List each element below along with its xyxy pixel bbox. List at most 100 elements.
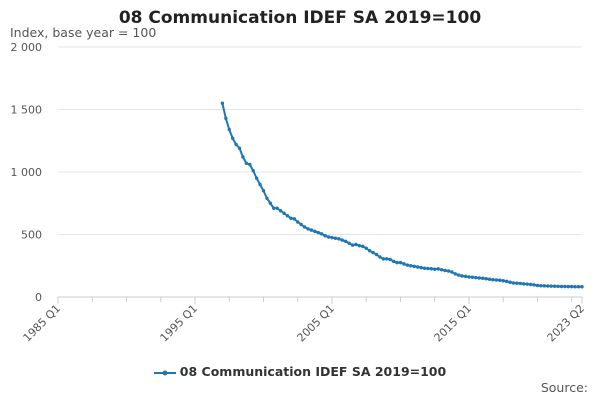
- x-tick-label: 1985 Q1: [21, 302, 64, 345]
- legend[interactable]: 08 Communication IDEF SA 2019=100: [0, 364, 600, 379]
- data-point: [371, 250, 375, 255]
- data-point: [504, 279, 509, 284]
- data-point: [484, 277, 488, 281]
- data-point: [350, 243, 355, 247]
- data-point: [251, 169, 255, 173]
- data-point: [347, 241, 351, 245]
- data-point: [278, 209, 283, 213]
- data-point: [409, 264, 413, 268]
- source-label: Source:: [540, 380, 588, 395]
- data-point: [501, 279, 505, 283]
- data-point: [309, 228, 314, 232]
- data-point: [518, 281, 523, 286]
- data-point: [549, 284, 553, 288]
- x-tick-label: 2005 Q1: [295, 302, 338, 345]
- gridlines: [58, 46, 582, 298]
- data-point: [443, 268, 447, 273]
- data-point: [391, 259, 396, 264]
- data-point: [470, 275, 475, 279]
- data-point: [439, 268, 444, 272]
- data-point: [563, 284, 567, 289]
- x-tick-label: 2015 Q1: [432, 302, 475, 345]
- data-point: [453, 272, 457, 276]
- data-point: [234, 142, 238, 147]
- data-point: [220, 101, 225, 105]
- legend-swatch-icon: [153, 370, 176, 375]
- data-point: [515, 281, 519, 285]
- data-point: [378, 255, 382, 259]
- data-point: [320, 232, 324, 236]
- data-point: [388, 257, 392, 262]
- data-point: [248, 162, 252, 167]
- data-point: [244, 161, 249, 165]
- data-point: [419, 265, 423, 270]
- data-point: [241, 155, 245, 159]
- data-point: [282, 211, 286, 215]
- data-point: [457, 273, 461, 277]
- data-point: [412, 264, 416, 269]
- data-point: [511, 281, 516, 285]
- data-point: [405, 263, 410, 267]
- data-point: [480, 276, 485, 280]
- data-point: [395, 260, 399, 265]
- data-point: [463, 274, 468, 279]
- data-point: [542, 284, 547, 288]
- y-tick-label: 500: [21, 229, 42, 242]
- data-point: [265, 196, 269, 200]
- data-point: [494, 278, 499, 282]
- data-point: [426, 266, 430, 271]
- data-point: [532, 283, 536, 287]
- data-point: [552, 284, 557, 288]
- data-point: [491, 278, 495, 282]
- data-point: [374, 252, 379, 257]
- data-point: [487, 277, 492, 281]
- data-point: [337, 237, 341, 241]
- data-point: [268, 201, 273, 205]
- data-point: [326, 235, 331, 239]
- data-point: [237, 146, 242, 150]
- data-point: [296, 220, 300, 224]
- data-point: [525, 282, 529, 286]
- x-axis: 1985 Q1 1995 Q1 2005 Q1 2015 Q1 2023 Q2: [21, 297, 588, 345]
- y-tick-label: 1 500: [11, 104, 43, 117]
- data-point: [556, 284, 560, 289]
- data-point: [313, 229, 317, 234]
- data-point: [535, 283, 540, 288]
- data-point: [285, 214, 290, 218]
- data-point: [272, 206, 276, 210]
- data-point: [398, 260, 403, 265]
- data-point: [508, 280, 512, 284]
- data-point: [460, 274, 464, 278]
- data-point: [292, 217, 297, 221]
- data-point: [258, 182, 262, 187]
- data-point: [474, 275, 478, 280]
- data-point: [364, 246, 368, 250]
- data-point: [566, 284, 571, 289]
- data-point: [254, 176, 259, 180]
- series-line: [221, 103, 582, 288]
- y-tick-label: 2 000: [11, 41, 43, 54]
- data-point: [528, 282, 533, 287]
- x-tick-label: 2023 Q2: [545, 302, 588, 345]
- data-point: [576, 285, 581, 289]
- data-point: [224, 116, 228, 120]
- data-point: [330, 235, 334, 240]
- data-point: [227, 127, 231, 132]
- data-point: [477, 276, 481, 280]
- data-point: [275, 206, 279, 210]
- y-tick-label: 0: [35, 291, 42, 304]
- data-point: [559, 284, 564, 289]
- data-point: [446, 269, 451, 273]
- data-point: [450, 270, 454, 274]
- data-point: [570, 284, 574, 289]
- data-point: [415, 265, 420, 269]
- data-point: [361, 244, 365, 249]
- data-point: [343, 239, 348, 244]
- data-point: [573, 285, 577, 289]
- data-point: [433, 267, 437, 271]
- data-point: [546, 284, 550, 288]
- legend-label: 08 Communication IDEF SA 2019=100: [179, 364, 447, 379]
- data-point: [522, 282, 526, 286]
- chart-title: 08 Communication IDEF SA 2019=100: [118, 8, 482, 28]
